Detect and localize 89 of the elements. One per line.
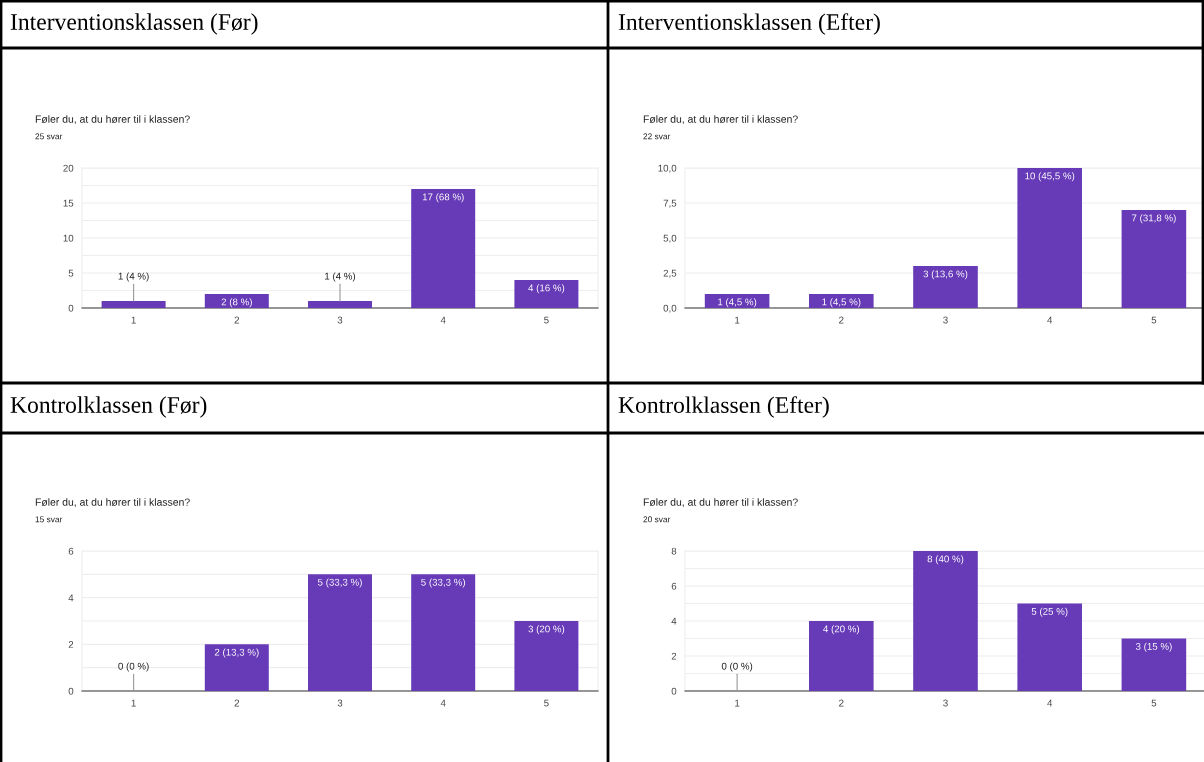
x-tick-label: 3 [337, 699, 343, 707]
bar [204, 294, 269, 308]
y-tick-label: 8 [671, 547, 677, 555]
chart-title: Kontrolklassen (Før) [10, 396, 207, 418]
y-tick-label: 20 [63, 164, 74, 172]
chart-subtitle: Føler du, at du hører til i klassen? [35, 115, 190, 125]
data-label: 0 (0 %) [721, 662, 753, 672]
bar [1121, 210, 1187, 308]
data-label: 3 (15 %) [1135, 642, 1172, 652]
chart-title: Kontrolklassen (Efter) [618, 396, 829, 418]
data-label: 4 (20 %) [823, 625, 860, 635]
data-label: 2 (8 %) [221, 298, 252, 308]
chart-subtitle: Føler du, at du hører til i klassen? [35, 498, 190, 508]
bar [704, 294, 770, 308]
bar [1017, 168, 1082, 308]
chart-title: Interventionsklassen (Før) [10, 13, 258, 35]
bar [204, 644, 269, 691]
bar [1121, 638, 1187, 691]
bar [1017, 603, 1082, 691]
y-tick-label: 5,0 [663, 234, 677, 243]
y-tick-label: 2,5 [663, 269, 677, 278]
y-tick-label: 5 [68, 269, 74, 277]
data-label: 5 (33,3 %) [317, 578, 362, 588]
x-tick-label: 5 [544, 699, 549, 707]
chart-subtitle: Føler du, at du hører til i klassen? [643, 498, 798, 508]
bar [308, 301, 372, 308]
y-tick-label: 7,5 [663, 199, 677, 208]
x-tick-label: 1 [131, 316, 136, 324]
y-tick-label: 4 [671, 617, 677, 625]
x-tick-label: 4 [1047, 316, 1053, 324]
y-tick-label: 0 [68, 687, 74, 695]
data-label: 10 (45,5 %) [1025, 172, 1075, 182]
data-label: 1 (4,5 %) [822, 298, 861, 308]
bar [101, 301, 166, 308]
chart-subtitle: Føler du, at du hører til i klassen? [643, 115, 798, 125]
text: 20 svar [643, 516, 671, 523]
y-tick-label: 0 [68, 304, 74, 312]
text: 25 svar [35, 133, 63, 140]
x-tick-label: 5 [544, 316, 549, 324]
x-tick-label: 4 [440, 699, 446, 707]
data-label: 1 (4,5 %) [718, 298, 757, 308]
x-tick-label: 2 [839, 316, 844, 324]
data-label: 0 (0 %) [118, 662, 149, 672]
x-tick-label: 2 [234, 316, 240, 324]
chart-title: Interventionsklassen (Efter) [618, 13, 880, 35]
x-tick-label: 5 [1151, 316, 1157, 324]
y-tick-label: 15 [63, 199, 74, 207]
data-label: 1 (4 %) [118, 272, 149, 282]
text: 15 svar [35, 516, 63, 523]
bar [809, 294, 874, 308]
x-tick-label: 3 [943, 316, 948, 324]
x-tick-label: 1 [131, 699, 136, 707]
x-tick-label: 2 [234, 699, 240, 707]
bar [411, 189, 476, 308]
bar [809, 621, 874, 691]
bar [308, 574, 372, 691]
y-tick-label: 6 [68, 547, 74, 555]
x-tick-label: 4 [1047, 699, 1053, 707]
data-label: 5 (33,3 %) [421, 578, 466, 588]
x-tick-label: 1 [735, 699, 740, 707]
x-tick-label: 3 [943, 699, 948, 707]
y-tick-label: 2 [68, 641, 74, 648]
x-tick-label: 1 [735, 316, 740, 324]
data-label: 3 (20 %) [528, 625, 565, 635]
data-label: 17 (68 %) [422, 193, 464, 203]
bar [913, 266, 978, 308]
data-label: 2 (13,3 %) [214, 648, 259, 658]
text: 22 svar [643, 133, 671, 140]
data-label: 4 (16 %) [528, 284, 565, 294]
y-tick-label: 4 [68, 594, 74, 602]
data-label: 1 (4 %) [325, 272, 356, 282]
x-tick-label: 2 [839, 699, 844, 707]
bar [514, 621, 579, 691]
y-tick-label: 0 [671, 687, 677, 695]
data-label: 5 (25 %) [1031, 607, 1068, 617]
y-tick-label: 10,0 [658, 164, 677, 173]
y-tick-label: 2 [671, 652, 677, 660]
data-label: 8 (40 %) [927, 555, 964, 565]
bar [411, 574, 476, 691]
x-tick-label: 3 [337, 316, 343, 324]
x-tick-label: 5 [1151, 699, 1157, 707]
y-tick-label: 0,0 [663, 304, 677, 313]
bar [514, 280, 579, 308]
bar [913, 551, 978, 691]
y-tick-label: 10 [63, 234, 74, 242]
x-tick-label: 4 [440, 316, 446, 324]
data-label: 7 (31,8 %) [1131, 214, 1176, 224]
y-tick-label: 6 [671, 582, 677, 590]
data-label: 3 (13,6 %) [923, 270, 968, 280]
